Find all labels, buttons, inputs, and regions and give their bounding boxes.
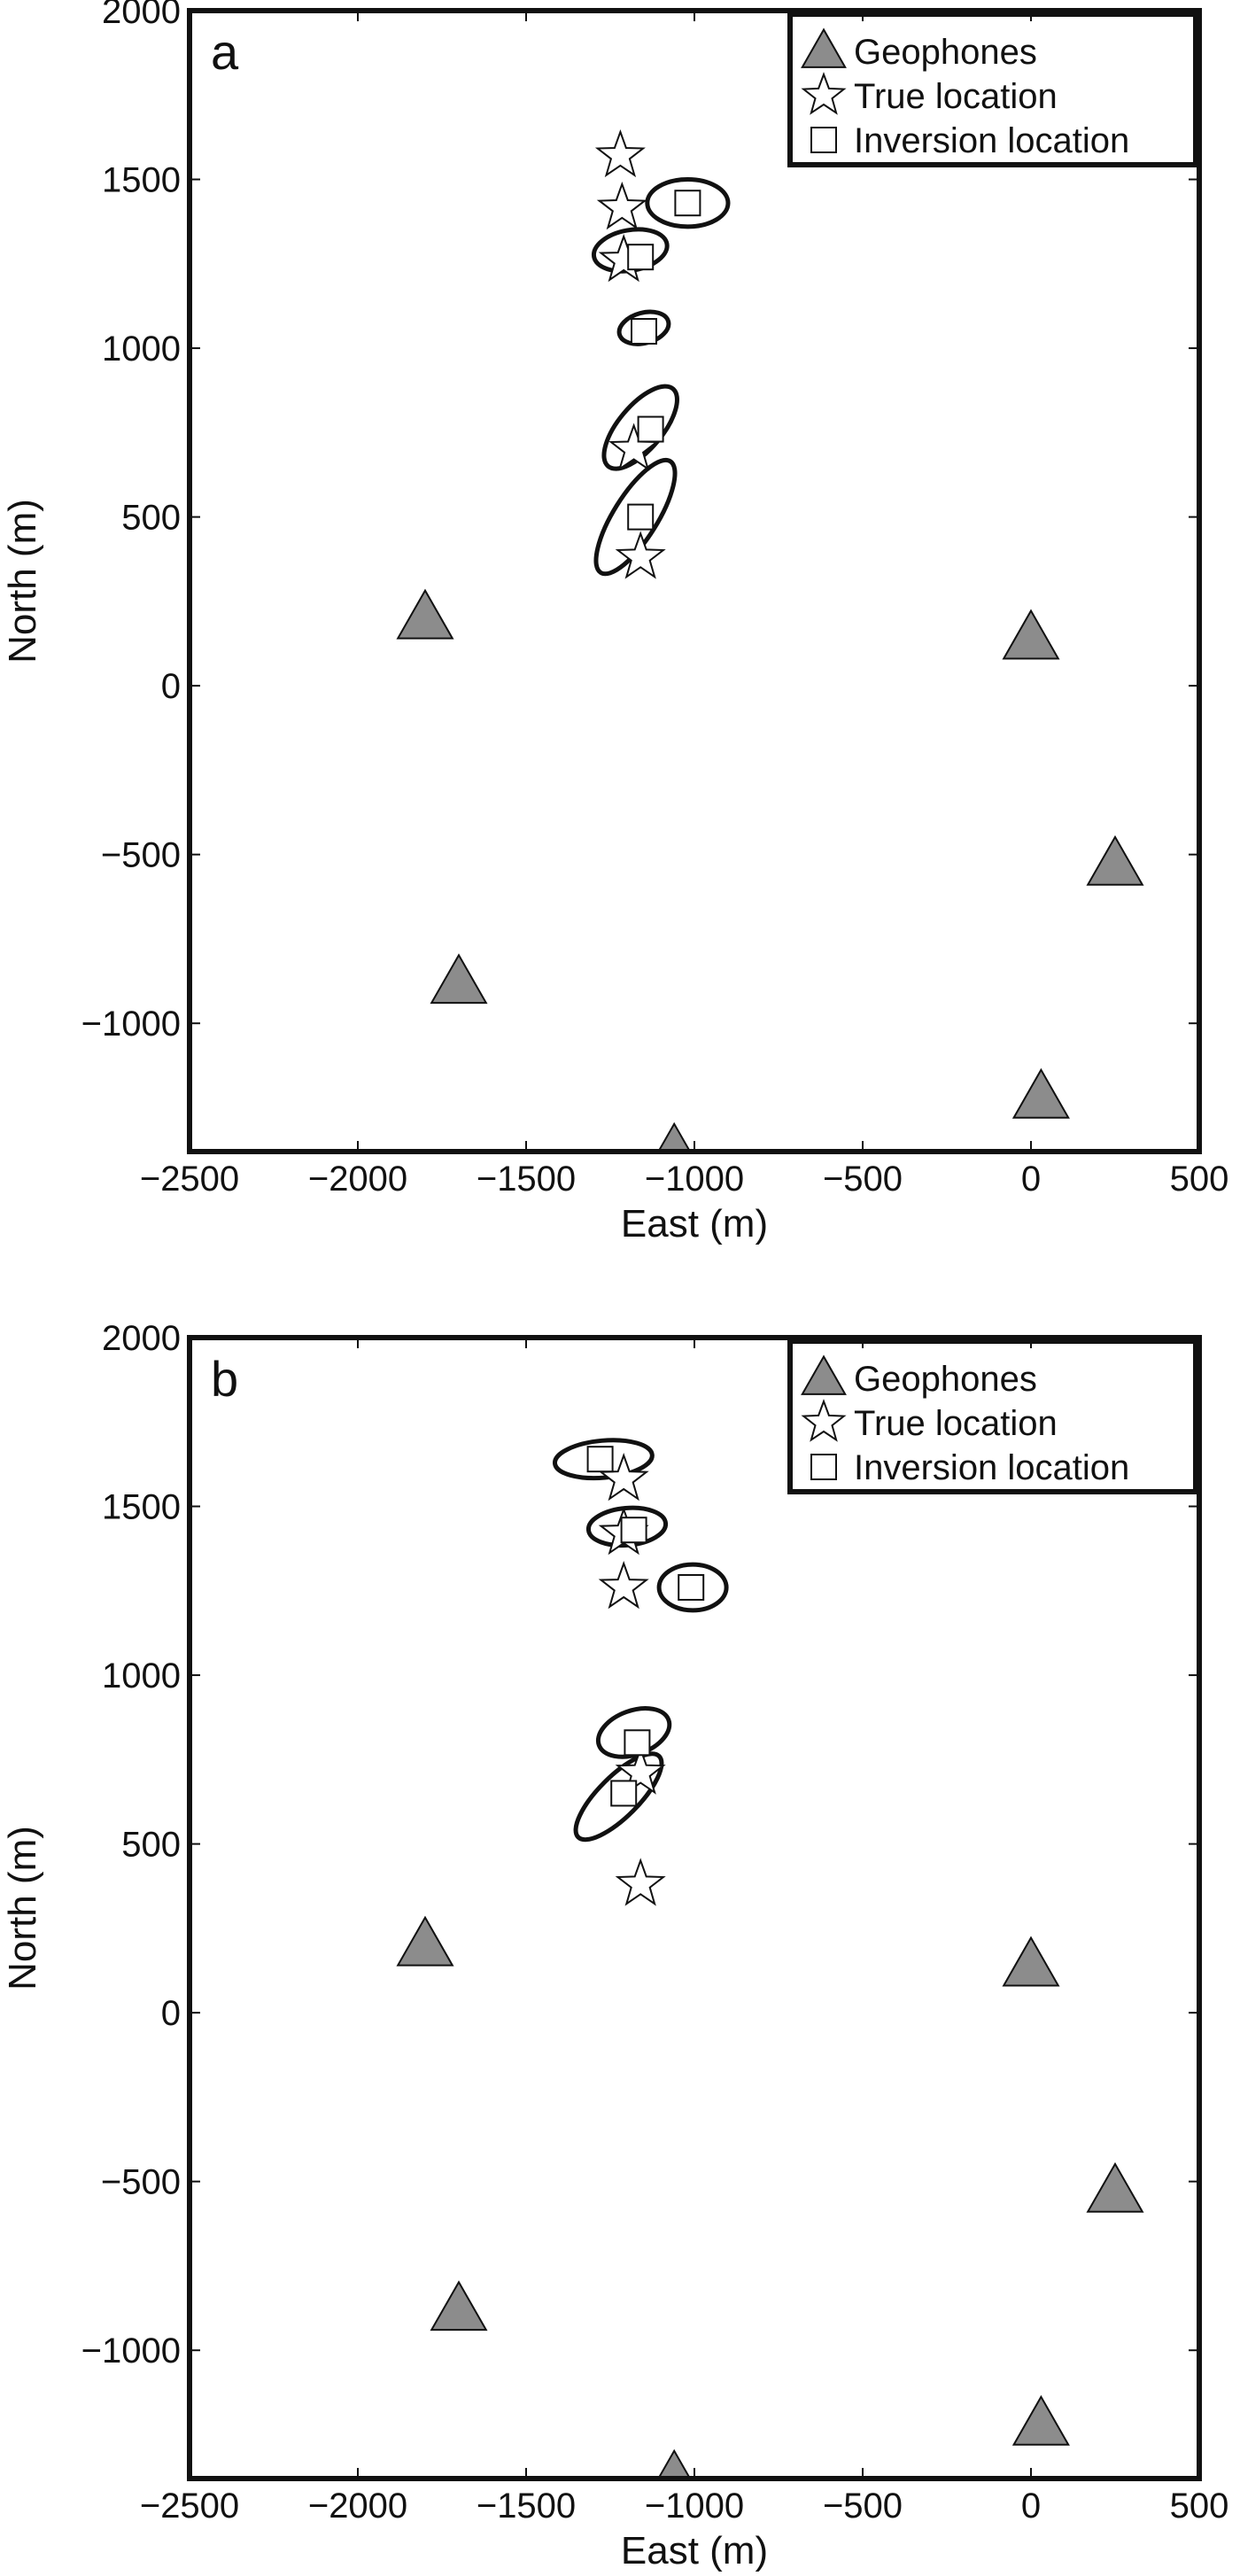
plot-frame <box>187 8 1202 1154</box>
error-ellipse <box>573 1751 664 1843</box>
x-tick-label: 0 <box>1021 1160 1041 1199</box>
legend-box <box>787 12 1198 167</box>
legend: Geophones True location Inversion location <box>787 12 1198 167</box>
true-location-marker <box>615 1746 666 1795</box>
legend-label-inversion-location: Inversion location <box>854 1448 1129 1487</box>
true-location-marker <box>596 181 647 230</box>
y-tick-labels: −1000 −500 0 500 1000 1500 2000 <box>81 0 181 1044</box>
legend-label-geophones: Geophones <box>854 33 1037 72</box>
legend-inversion-location-marker <box>810 127 837 153</box>
y-tick-label: 1000 <box>102 330 181 369</box>
x-tick-label: −2000 <box>308 1160 407 1199</box>
x-tick-label: 500 <box>1170 1160 1229 1199</box>
error-ellipse <box>656 1562 729 1613</box>
x-tick-label: −1000 <box>645 1160 744 1199</box>
x-tick-labels: −2500 −2000 −1500 −1000 −500 0 500 <box>140 1160 1229 1199</box>
y-tick-label: 1500 <box>102 161 181 200</box>
inversion-location-marker <box>674 190 701 217</box>
inversion-location-marker <box>678 1573 705 1601</box>
inversion-location-marker <box>627 503 655 531</box>
y-axis-label: North (m) <box>1 499 44 663</box>
panel-a: −2500 −2000 −1500 −1000 −500 0 500 −1000… <box>1 0 1228 1245</box>
data-layer <box>396 1438 1144 2479</box>
error-ellipse <box>552 1438 655 1481</box>
geophone-marker <box>430 2280 488 2332</box>
true-location-marker <box>594 128 646 178</box>
error-ellipse <box>593 457 678 577</box>
inversion-location-marker <box>637 415 664 443</box>
inversion-location-marker <box>610 1780 638 1807</box>
y-tick-label: 500 <box>121 1826 181 1865</box>
geophone-marker <box>1086 2161 1144 2213</box>
geophone-marker <box>1002 609 1060 660</box>
y-axis-label: North (m) <box>1 1826 44 1990</box>
legend: Geophones True location Inversion location <box>787 1338 1198 1494</box>
data-layer <box>396 128 1144 1152</box>
geophone-marker <box>430 953 488 1005</box>
geophone-marker <box>1002 1936 1060 1987</box>
y-tick-labels: −1000 −500 0 500 1000 1500 2000 <box>81 1319 181 2370</box>
geophone-marker <box>1011 2394 1070 2446</box>
legend-label-inversion-location: Inversion location <box>854 121 1129 160</box>
x-tick-label: −2500 <box>140 2487 239 2526</box>
true-location-marker <box>615 531 666 579</box>
inversion-location-marker <box>631 318 657 345</box>
geophone-marker <box>1011 1067 1070 1119</box>
y-tick-label: 1000 <box>102 1657 181 1695</box>
geophone-marker <box>396 1915 454 1967</box>
y-tick-label: 2000 <box>102 1319 181 1358</box>
y-tick-label: 0 <box>161 1994 181 2033</box>
y-tick-label: −500 <box>101 2163 181 2202</box>
legend-inversion-location-marker <box>810 1454 837 1480</box>
true-location-marker <box>598 1561 649 1610</box>
geophone-marker <box>396 588 454 640</box>
geophone-marker <box>657 1121 692 1152</box>
error-ellipse <box>645 177 731 229</box>
x-axis-label: East (m) <box>621 1202 768 1245</box>
legend-box <box>787 1338 1198 1494</box>
y-tick-label: −500 <box>101 836 181 875</box>
y-tick-label: 0 <box>161 667 181 706</box>
inversion-location-marker <box>627 244 655 271</box>
legend-label-true-location: True location <box>854 1404 1058 1443</box>
y-tick-label: 1500 <box>102 1488 181 1527</box>
x-tick-label: 0 <box>1021 2487 1041 2526</box>
legend-true-location-marker <box>801 72 847 115</box>
x-tick-label: −500 <box>823 1160 903 1199</box>
true-location-marker <box>615 1858 666 1906</box>
x-tick-label: −2500 <box>140 1160 239 1199</box>
x-tick-labels: −2500 −2000 −1500 −1000 −500 0 500 <box>140 2487 1229 2526</box>
x-axis-label: East (m) <box>621 2529 768 2572</box>
inversion-location-marker <box>586 1446 614 1473</box>
geophone-marker <box>657 2448 692 2479</box>
y-tick-label: −1000 <box>81 2332 181 2370</box>
legend-label-geophones: Geophones <box>854 1360 1037 1399</box>
y-tick-label: 2000 <box>102 0 181 31</box>
panel-label: b <box>211 1351 238 1407</box>
x-tick-label: −2000 <box>308 2487 407 2526</box>
x-tick-label: −1500 <box>477 1160 576 1199</box>
x-tick-label: −500 <box>823 2487 903 2526</box>
x-tick-label: 500 <box>1170 2487 1229 2526</box>
x-tick-label: −1500 <box>477 2487 576 2526</box>
legend-label-true-location: True location <box>854 77 1058 116</box>
panel-b: −2500 −2000 −1500 −1000 −500 0 500 −1000… <box>1 1319 1228 2572</box>
panel-label: a <box>211 24 239 80</box>
legend-geophone-marker <box>801 27 847 68</box>
geophone-marker <box>1086 834 1144 886</box>
x-tick-label: −1000 <box>645 2487 744 2526</box>
inversion-location-marker <box>620 1517 647 1544</box>
inversion-location-marker <box>624 1729 651 1757</box>
plot-frame <box>187 1335 1202 2481</box>
legend-true-location-marker <box>801 1399 847 1442</box>
y-tick-label: −1000 <box>81 1005 181 1044</box>
legend-geophone-marker <box>801 1354 847 1395</box>
y-tick-label: 500 <box>121 499 181 538</box>
